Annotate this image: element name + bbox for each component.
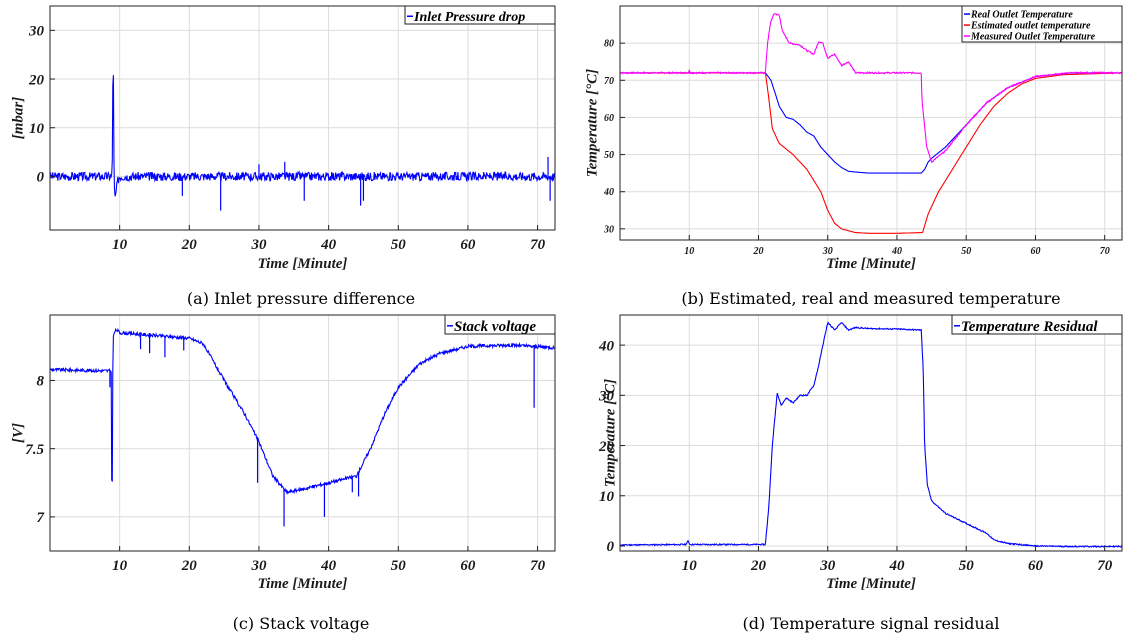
series-line-1 — [50, 75, 555, 197]
y-tick-label: 30 — [603, 224, 614, 235]
plot-frame — [49, 5, 556, 231]
x-tick-label: 40 — [891, 246, 902, 257]
figure-caption: (a) Inlet pressure difference — [187, 289, 415, 308]
y-tick-label: 8 — [37, 374, 45, 390]
plot-area — [620, 6, 1122, 240]
x-tick-label: 50 — [391, 237, 407, 253]
x-tick-label: 70 — [1100, 246, 1110, 257]
chart-panel-4: 10 20 30 40 50 60 70 0 10 20 30 40 Time [Minute] Temp… — [598, 314, 1123, 633]
x-tick-label: 50 — [959, 558, 975, 574]
y-tick-label: 80 — [604, 39, 614, 50]
x-tick-label: 60 — [460, 237, 476, 253]
x-tick-label: 60 — [1028, 558, 1044, 574]
y-tick-label: 7 — [37, 510, 45, 526]
legend-label: Stack voltage — [454, 319, 536, 335]
x-tick-label: 30 — [819, 558, 836, 574]
x-tick-label: 10 — [112, 237, 128, 253]
series-line-1 — [50, 327, 555, 496]
x-tick-label: 30 — [250, 237, 267, 253]
x-axis-label: Time [Minute] — [826, 256, 916, 272]
x-tick-label: 40 — [320, 237, 337, 253]
legend-label: Inlet Pressure drop — [413, 10, 525, 25]
plot-frame — [619, 5, 1123, 241]
plot-area — [50, 315, 555, 551]
x-tick-label: 60 — [460, 558, 476, 574]
legend-label: Real Outlet Temperature — [970, 10, 1073, 21]
y-axis-label: [mbar] — [11, 97, 27, 140]
plot-area — [620, 315, 1122, 551]
figure-caption: (d) Temperature signal residual — [743, 614, 1000, 633]
x-axis-label: Time [Minute] — [258, 576, 348, 592]
x-tick-label: 70 — [1097, 558, 1113, 574]
figure-caption: (b) Estimated, real and measured tempera… — [681, 289, 1060, 308]
plot-frame — [619, 314, 1123, 552]
x-tick-label: 40 — [888, 558, 905, 574]
x-tick-label: 50 — [391, 558, 407, 574]
series-line-3 — [620, 13, 1122, 164]
x-tick-label: 70 — [530, 558, 546, 574]
y-tick-label: 20 — [28, 72, 45, 88]
x-tick-label: 50 — [961, 246, 971, 257]
y-tick-label: 50 — [604, 150, 614, 161]
series-line-1 — [620, 321, 1122, 548]
y-tick-label: 7.5 — [25, 442, 44, 458]
legend-box — [444, 314, 556, 335]
x-tick-label: 20 — [181, 237, 198, 253]
x-tick-label: 70 — [530, 237, 546, 253]
x-tick-label: 20 — [752, 246, 763, 257]
x-tick-label: 10 — [682, 558, 698, 574]
x-tick-label: 20 — [181, 558, 198, 574]
chart-panel-2: 10 20 30 40 50 60 70 30 40 50 60 70 80 Time [Minute] T… — [585, 5, 1123, 308]
y-axis-label: Temperature [°C] — [603, 379, 619, 487]
legend-box — [961, 5, 1123, 43]
x-tick-label: 30 — [822, 246, 833, 257]
legend-label: Measured Outlet Temperature — [970, 32, 1096, 43]
y-axis-label: Temperature [°C] — [585, 69, 601, 177]
y-tick-label: 0 — [37, 170, 45, 186]
x-tick-label: 10 — [684, 246, 694, 257]
y-tick-label: 30 — [598, 389, 615, 405]
y-tick-label: 10 — [29, 121, 45, 137]
y-tick-label: 0 — [607, 539, 615, 555]
y-tick-label: 40 — [603, 187, 614, 198]
x-axis-label: Time [Minute] — [826, 576, 916, 592]
x-axis-label: Time [Minute] — [258, 256, 348, 272]
legend-box — [404, 5, 556, 25]
y-axis-label: [V] — [11, 423, 27, 443]
legend-label: Estimated outlet temperature — [970, 21, 1091, 32]
y-tick-label: 40 — [598, 338, 615, 354]
y-tick-label: 30 — [28, 24, 45, 40]
plot-area — [50, 6, 555, 230]
figure-caption: (c) Stack voltage — [233, 614, 370, 633]
x-tick-label: 30 — [250, 558, 267, 574]
chart-panel-1: 10 20 30 40 50 60 70 0 10 20 30 Time [Minute] [mbar]… — [11, 5, 556, 308]
y-tick-label: 10 — [599, 489, 615, 505]
x-tick-label: 40 — [320, 558, 337, 574]
y-tick-label: 20 — [598, 439, 615, 455]
chart-panel-3: 10 20 30 40 50 60 70 7 7.5 8 Time [Minute] [V] Stack… — [11, 314, 556, 633]
x-tick-label: 10 — [112, 558, 128, 574]
legend-label: Temperature Residual — [961, 319, 1098, 335]
y-tick-label: 60 — [604, 113, 614, 124]
y-tick-label: 70 — [604, 76, 614, 87]
plot-frame — [49, 314, 556, 552]
x-tick-label: 20 — [750, 558, 767, 574]
x-tick-label: 60 — [1030, 246, 1040, 257]
series-line-2 — [620, 72, 1122, 234]
legend-box — [951, 314, 1123, 335]
